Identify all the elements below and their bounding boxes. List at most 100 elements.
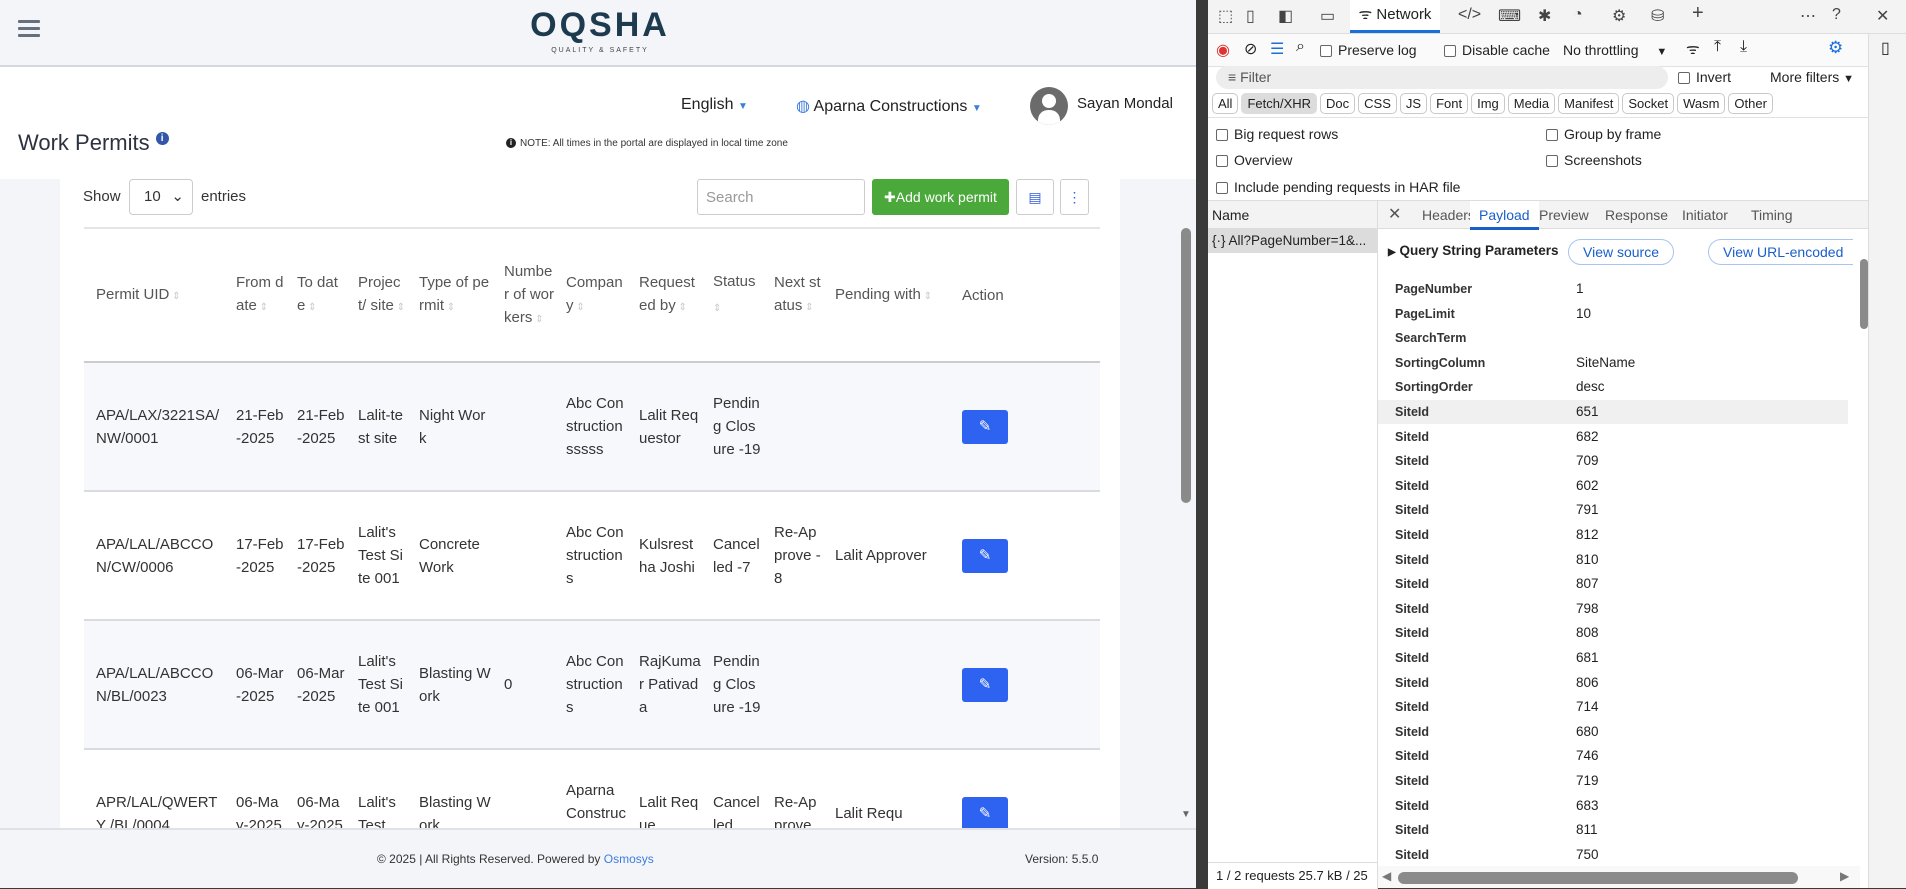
scrollbar-thumb[interactable] (1181, 228, 1191, 503)
close-detail-icon[interactable]: ✕ (1388, 206, 1402, 223)
dock-side-icon[interactable]: ◧ (1278, 8, 1294, 25)
option-group-by-frame[interactable]: Group by frame (1546, 126, 1661, 142)
column-header[interactable]: From date ⇕ (224, 227, 285, 363)
sort-icon[interactable]: ⇕ (169, 290, 181, 302)
column-header[interactable]: Number of workers ⇕ (492, 227, 554, 363)
search-input[interactable]: Search (697, 179, 865, 215)
column-view-button[interactable]: ▤ (1016, 179, 1054, 215)
entries-select[interactable]: 10 ⌄ (129, 179, 193, 215)
type-filter-img[interactable]: Img (1471, 93, 1505, 114)
type-filter-socket[interactable]: Socket (1622, 93, 1675, 114)
console-icon[interactable]: ⌨ (1498, 8, 1522, 25)
column-header[interactable]: Pending with ⇕ (823, 227, 950, 363)
language-dropdown[interactable]: English ▼ (681, 96, 748, 114)
osmosys-link[interactable]: Osmosys (603, 852, 654, 866)
option-big-request-rows[interactable]: Big request rows (1216, 126, 1338, 142)
checkbox[interactable] (1546, 155, 1558, 168)
edit-button[interactable]: ✎ (962, 667, 1008, 702)
more-icon[interactable]: ⋯ (1800, 8, 1816, 25)
tab-response[interactable]: Response (1605, 207, 1669, 223)
column-header[interactable]: Next status ⇕ (762, 227, 823, 363)
sources-icon[interactable]: </> (1458, 6, 1482, 23)
invert-checkbox[interactable]: Invert (1678, 69, 1731, 85)
edit-button[interactable]: ✎ (962, 796, 1008, 828)
page-scrollbar[interactable]: ▼ (1181, 225, 1191, 820)
help-icon[interactable]: ? (1832, 6, 1841, 23)
more-options-button[interactable]: ⋮ (1060, 179, 1089, 215)
option-include-pending[interactable]: Include pending requests in HAR file (1216, 179, 1460, 195)
sort-icon[interactable]: ⇕ (675, 302, 687, 313)
oqsha-logo[interactable]: OQSHA QUALITY & SAFETY (520, 6, 680, 54)
tab-headers[interactable]: Headers (1422, 207, 1475, 223)
add-tab-icon[interactable]: + (1692, 2, 1704, 24)
type-filter-fetch-xhr[interactable]: Fetch/XHR (1241, 93, 1318, 114)
tab-preview[interactable]: Preview (1539, 207, 1589, 223)
add-work-permit-button[interactable]: ✚Add work permit (872, 179, 1009, 215)
tab-network[interactable]: ᯤ Network (1350, 0, 1440, 33)
organization-dropdown[interactable]: ◍ Aparna Constructions ▼ (796, 96, 982, 116)
tab-payload[interactable]: Payload (1470, 201, 1539, 230)
option-overview[interactable]: Overview (1216, 152, 1292, 168)
sort-icon[interactable]: ⇕ (920, 290, 933, 302)
scroll-right-icon[interactable]: ▶ (1840, 869, 1850, 883)
sort-icon[interactable]: ⇕ (393, 302, 406, 313)
edit-button[interactable]: ✎ (962, 538, 1008, 573)
scroll-down-arrow-icon[interactable]: ▼ (1181, 809, 1191, 820)
tab-timing[interactable]: Timing (1751, 207, 1793, 223)
checkbox[interactable] (1320, 45, 1332, 58)
inspect-element-icon[interactable]: ⬚ (1218, 8, 1234, 25)
scrollbar-thumb[interactable] (1398, 872, 1798, 884)
sort-icon[interactable]: ⇕ (256, 302, 269, 313)
scrollbar-thumb[interactable] (1860, 259, 1868, 329)
checkbox[interactable] (1678, 72, 1690, 85)
checkbox[interactable] (1216, 182, 1228, 195)
rotate-device-icon[interactable]: ▯ (1881, 40, 1890, 57)
type-filter-wasm[interactable]: Wasm (1677, 93, 1726, 114)
request-row[interactable]: {·} All?PageNumber=1&... (1208, 229, 1377, 253)
scroll-left-icon[interactable]: ◀ (1382, 869, 1392, 883)
user-name[interactable]: Sayan Mondal (1077, 95, 1173, 112)
device-toolbar-icon[interactable]: ▯ (1246, 8, 1255, 25)
column-header[interactable]: Project/ site ⇕ (346, 227, 407, 363)
filter-input[interactable]: ≡ Filter (1216, 66, 1668, 89)
sort-icon[interactable]: ⇕ (713, 303, 722, 314)
column-header[interactable]: Requested by ⇕ (627, 227, 701, 363)
type-filter-other[interactable]: Other (1728, 93, 1773, 114)
export-har-icon[interactable]: ⤓ (1740, 38, 1748, 55)
column-header[interactable]: To date ⇕ (285, 227, 346, 363)
payload-scrollbar[interactable] (1860, 231, 1868, 861)
settings-gear-icon[interactable]: ⚙ (1828, 38, 1844, 57)
type-filter-manifest[interactable]: Manifest (1558, 93, 1620, 114)
checkbox[interactable] (1216, 155, 1228, 168)
view-url-encoded-button[interactable]: View URL-encoded (1708, 239, 1853, 265)
type-filter-media[interactable]: Media (1507, 93, 1556, 114)
clear-icon[interactable]: ⊘ (1244, 41, 1258, 58)
type-filter-all[interactable]: All (1212, 93, 1239, 114)
elements-tab-icon[interactable]: ▭ (1320, 8, 1336, 25)
hamburger-menu-icon[interactable] (18, 20, 40, 38)
column-header[interactable]: Company ⇕ (554, 227, 627, 363)
tab-initiator[interactable]: Initiator (1682, 207, 1728, 223)
horizontal-scrollbar[interactable]: ◀ ▶ (1378, 866, 1860, 888)
checkbox[interactable] (1546, 129, 1558, 142)
checkbox[interactable] (1216, 129, 1228, 142)
filter-toggle-icon[interactable]: ☰ (1270, 41, 1285, 58)
search-icon[interactable]: ⌕ (1296, 38, 1305, 55)
query-string-section-toggle[interactable]: ▶ Query String Parameters (1388, 243, 1559, 258)
import-har-icon[interactable]: ⤒ (1714, 38, 1722, 55)
column-header[interactable]: Status ⇕ (701, 227, 762, 363)
memory-icon[interactable]: ⚙ (1612, 8, 1627, 25)
preserve-log-checkbox[interactable]: Preserve log (1320, 42, 1417, 58)
column-header[interactable]: Permit UID ⇕ (84, 227, 224, 363)
sort-icon[interactable]: ⇕ (305, 302, 317, 313)
checkbox[interactable] (1444, 45, 1456, 58)
column-header[interactable]: Action (950, 227, 1100, 363)
more-filters-dropdown[interactable]: More filters ▼ (1770, 69, 1854, 85)
application-icon[interactable]: ⛁ (1651, 8, 1665, 25)
avatar[interactable] (1030, 87, 1068, 125)
view-source-button[interactable]: View source (1568, 239, 1675, 265)
disable-cache-checkbox[interactable]: Disable cache (1444, 42, 1550, 58)
edit-button[interactable]: ✎ (962, 409, 1008, 444)
column-header[interactable]: Type of permit ⇕ (407, 227, 492, 363)
sort-icon[interactable]: ⇕ (444, 302, 456, 313)
